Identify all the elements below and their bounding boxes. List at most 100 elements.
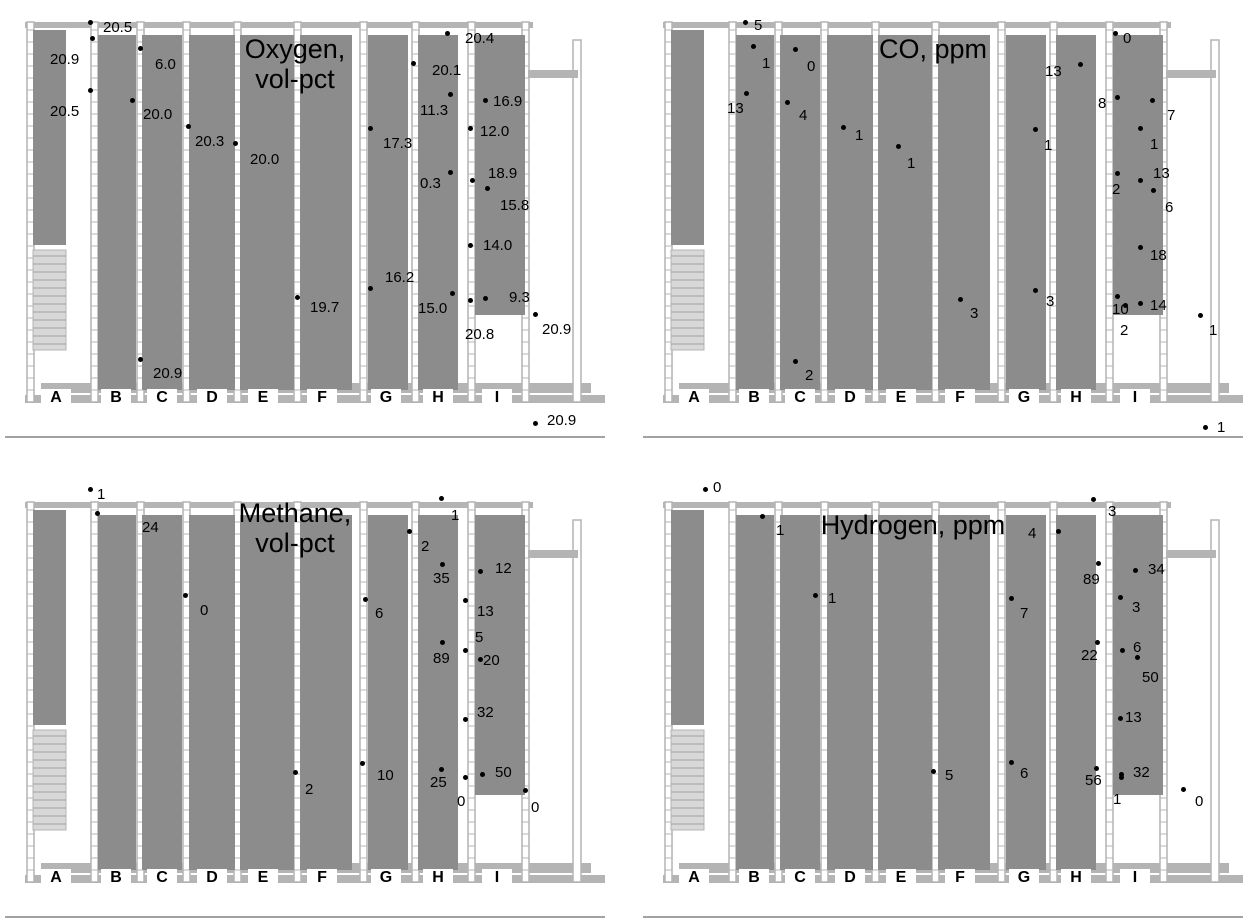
sample-reading-label: 1 <box>762 55 771 72</box>
sample-point-dot <box>1120 648 1125 653</box>
entry-label-d: D <box>197 389 227 407</box>
sample-point-dot <box>533 312 538 317</box>
co-map-title: CO, ppm <box>878 34 988 64</box>
entry-label-b: B <box>101 389 131 407</box>
sample-reading-label: 5 <box>945 767 954 784</box>
sample-reading-label: 15.8 <box>500 197 530 214</box>
sample-reading-label: 13 <box>1045 63 1062 80</box>
sample-reading-label: 0 <box>200 602 209 619</box>
entry-label-e: E <box>248 869 278 887</box>
entry-label-g: G <box>1009 389 1039 407</box>
mine-map-base <box>5 21 605 438</box>
sample-point-dot <box>1151 188 1156 193</box>
sample-reading-label: 7 <box>1020 605 1029 622</box>
sample-point-dot <box>368 286 373 291</box>
sample-reading-label: 1 <box>451 507 460 524</box>
sample-reading-label: 4 <box>1028 525 1037 542</box>
sample-reading-label: 6 <box>375 605 384 622</box>
sample-point-dot <box>1033 288 1038 293</box>
sample-point-dot <box>485 186 490 191</box>
sample-point-dot <box>1033 127 1038 132</box>
sample-reading-label: 19.7 <box>310 299 340 316</box>
sample-reading-label: 32 <box>1133 764 1150 781</box>
sample-point-dot <box>407 529 412 534</box>
sample-point-dot <box>1113 31 1118 36</box>
sample-point-dot <box>368 126 373 131</box>
sample-point-dot <box>1203 425 1208 430</box>
sample-reading-label: 6 <box>1165 199 1174 216</box>
sample-point-dot <box>130 98 135 103</box>
sample-reading-label: 2 <box>1112 181 1121 198</box>
sample-reading-label: 20.9 <box>50 51 80 68</box>
entry-label-c: C <box>147 389 177 407</box>
sample-point-dot <box>480 772 485 777</box>
sample-point-dot <box>1009 596 1014 601</box>
sample-point-dot <box>751 44 756 49</box>
sample-reading-label: 7 <box>1167 107 1176 124</box>
sample-reading-label: 1 <box>1150 136 1159 153</box>
entry-label-b: B <box>101 869 131 887</box>
sample-reading-label: 14.0 <box>483 237 513 254</box>
sample-reading-label: 56 <box>1085 772 1102 789</box>
sample-point-dot <box>1138 301 1143 306</box>
sample-reading-label: 20.5 <box>103 19 133 36</box>
sample-point-dot <box>88 20 93 25</box>
sample-point-dot <box>363 597 368 602</box>
entry-label-i: I <box>482 389 512 407</box>
entry-label-a: A <box>679 389 709 407</box>
sample-reading-label: 0 <box>1123 30 1132 47</box>
sample-reading-label: 18 <box>1150 247 1167 264</box>
sample-point-dot <box>744 91 749 96</box>
sample-reading-label: 1 <box>828 590 837 607</box>
sample-point-dot <box>88 487 93 492</box>
sample-point-dot <box>468 126 473 131</box>
sample-reading-label: 0 <box>807 58 816 75</box>
sample-reading-label: 0 <box>457 793 466 810</box>
entry-label-i: I <box>1120 389 1150 407</box>
sample-reading-label: 17.3 <box>383 135 413 152</box>
entry-label-e: E <box>248 389 278 407</box>
sample-reading-label: 20.5 <box>50 103 80 120</box>
entry-label-c: C <box>147 869 177 887</box>
sample-point-dot <box>445 31 450 36</box>
sample-point-dot <box>793 47 798 52</box>
sample-reading-label: 89 <box>433 650 450 667</box>
sample-reading-label: 2 <box>1120 322 1129 339</box>
sample-point-dot <box>463 775 468 780</box>
sample-reading-label: 89 <box>1083 571 1100 588</box>
sample-point-dot <box>785 100 790 105</box>
sample-point-dot <box>233 141 238 146</box>
entry-label-c: C <box>785 389 815 407</box>
sample-point-dot <box>760 514 765 519</box>
sample-reading-label: 1 <box>1217 419 1226 436</box>
entry-label-e: E <box>886 389 916 407</box>
entry-label-h: H <box>1061 869 1091 887</box>
sample-reading-label: 24 <box>142 519 159 536</box>
sample-point-dot <box>1094 766 1099 771</box>
sample-reading-label: 1 <box>97 486 106 503</box>
entry-label-h: H <box>423 869 453 887</box>
sample-point-dot <box>841 125 846 130</box>
sample-reading-label: 50 <box>1142 669 1159 686</box>
sample-reading-label: 12 <box>495 560 512 577</box>
sample-reading-label: 13 <box>1153 165 1170 182</box>
sample-reading-label: 3 <box>1046 293 1055 310</box>
sample-point-dot <box>1078 62 1083 67</box>
entry-label-e: E <box>886 869 916 887</box>
sample-reading-label: 20.9 <box>542 321 572 338</box>
entry-label-f: F <box>945 869 975 887</box>
sample-point-dot <box>896 144 901 149</box>
sample-reading-label: 11.3 <box>420 102 449 119</box>
sample-point-dot <box>813 593 818 598</box>
sample-point-dot <box>743 20 748 25</box>
sample-reading-label: 3 <box>970 305 979 322</box>
sample-point-dot <box>1119 772 1124 777</box>
entry-label-h: H <box>423 389 453 407</box>
entry-label-g: G <box>371 389 401 407</box>
sample-reading-label: 20.8 <box>465 326 495 343</box>
sample-point-dot <box>138 357 143 362</box>
sample-point-dot <box>958 297 963 302</box>
sample-reading-label: 20.0 <box>143 106 173 123</box>
sample-reading-label: 2 <box>805 367 814 384</box>
